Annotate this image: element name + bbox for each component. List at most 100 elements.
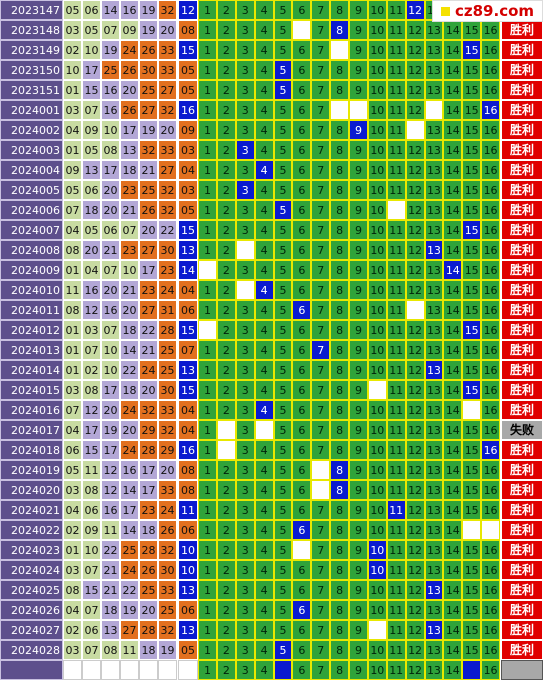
result: 胜利 (501, 620, 543, 640)
red-ball: 05 (82, 220, 101, 240)
number-cell: 12 (405, 360, 425, 380)
blue-ball: 16 (178, 100, 198, 120)
blank-cell (386, 200, 406, 220)
red-ball: 20 (158, 120, 177, 140)
number-cell: 7 (311, 20, 331, 40)
number-cell: 9 (349, 440, 368, 460)
number-cell: 11 (386, 360, 406, 380)
red-ball: 05 (82, 20, 101, 40)
number-cell: 8 (330, 400, 349, 420)
number-cell: 3 (235, 340, 255, 360)
number-cell: 7 (311, 200, 331, 220)
number-cell: 12 (405, 660, 425, 680)
red-ball: 26 (139, 40, 158, 60)
red-ball: 06 (82, 180, 101, 200)
number-cell: 9 (349, 360, 368, 380)
number-cell: 15 (462, 560, 482, 580)
hit-cell: 15 (462, 40, 482, 60)
result: 胜利 (501, 20, 543, 40)
number-cell: 5 (273, 280, 293, 300)
number-cell: 16 (481, 80, 500, 100)
red-ball: 23 (139, 500, 158, 520)
number-cell: 2 (216, 300, 236, 320)
blank-cell (367, 380, 387, 400)
red-ball: 18 (101, 600, 120, 620)
number-cell: 10 (367, 500, 387, 520)
red-ball: 19 (139, 120, 158, 140)
blue-ball: 13 (178, 580, 198, 600)
number-cell: 1 (198, 500, 217, 520)
number-cell: 9 (349, 140, 368, 160)
number-cell: 10 (367, 180, 387, 200)
period: 2024012 (0, 320, 63, 340)
number-cell: 10 (367, 120, 387, 140)
number-cell: 2 (216, 140, 236, 160)
number-cell: 6 (292, 580, 312, 600)
number-cell: 1 (198, 580, 217, 600)
red-ball: 11 (120, 640, 139, 660)
red-ball: 07 (101, 320, 120, 340)
number-cell: 12 (405, 400, 425, 420)
blue-ball: 14 (178, 260, 198, 280)
number-cell: 14 (443, 380, 463, 400)
result: 胜利 (501, 180, 543, 200)
hit-cell: 13 (424, 360, 444, 380)
red-ball: 28 (139, 540, 158, 560)
red-ball: 20 (120, 300, 139, 320)
number-cell: 14 (443, 220, 463, 240)
number-cell: 14 (443, 160, 463, 180)
period: 2024008 (0, 240, 63, 260)
number-cell: 16 (481, 220, 500, 240)
number-cell: 14 (443, 120, 463, 140)
number-cell: 12 (405, 60, 425, 80)
red-ball (139, 660, 158, 680)
number-cell: 8 (330, 520, 349, 540)
number-cell: 9 (349, 420, 368, 440)
red-ball: 26 (120, 60, 139, 80)
number-cell: 6 (292, 140, 312, 160)
number-cell: 1 (198, 380, 217, 400)
red-ball: 04 (63, 420, 82, 440)
result: 胜利 (501, 520, 543, 540)
number-cell: 3 (235, 60, 255, 80)
number-cell: 14 (443, 140, 463, 160)
result: 胜利 (501, 40, 543, 60)
blank-cell (424, 100, 444, 120)
number-cell: 1 (198, 360, 217, 380)
red-ball: 27 (139, 100, 158, 120)
blue-ball: 06 (178, 300, 198, 320)
number-cell: 10 (367, 460, 387, 480)
number-cell: 9 (349, 540, 368, 560)
red-ball: 13 (82, 160, 101, 180)
hit-cell: 14 (443, 260, 463, 280)
red-ball: 16 (101, 300, 120, 320)
red-ball: 25 (139, 580, 158, 600)
period: 2024001 (0, 100, 63, 120)
number-cell: 16 (481, 500, 500, 520)
period: 2024010 (0, 280, 63, 300)
red-ball: 20 (158, 460, 177, 480)
number-cell: 9 (349, 460, 368, 480)
red-ball: 06 (82, 500, 101, 520)
hit-cell: 13 (424, 580, 444, 600)
result: 胜利 (501, 640, 543, 660)
number-cell: 12 (405, 540, 425, 560)
number-cell: 8 (330, 340, 349, 360)
number-cell: 2 (216, 80, 236, 100)
number-cell: 4 (254, 340, 274, 360)
number-cell: 10 (367, 260, 387, 280)
red-ball: 24 (120, 440, 139, 460)
red-ball: 06 (82, 0, 101, 20)
hit-cell: 3 (235, 180, 255, 200)
red-ball: 01 (63, 140, 82, 160)
blank-cell (481, 520, 500, 540)
red-ball: 10 (82, 540, 101, 560)
number-cell: 5 (273, 520, 293, 540)
number-cell: 2 (216, 500, 236, 520)
red-ball: 06 (101, 220, 120, 240)
number-cell: 3 (235, 520, 255, 540)
number-cell: 1 (198, 140, 217, 160)
number-cell: 12 (405, 480, 425, 500)
blue-ball: 03 (178, 180, 198, 200)
result: 胜利 (501, 580, 543, 600)
